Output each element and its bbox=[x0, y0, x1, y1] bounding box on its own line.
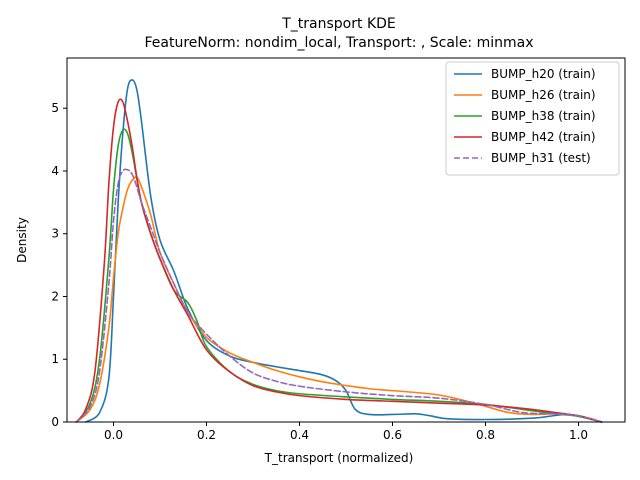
series-line-1 bbox=[84, 79, 603, 423]
series-line-4 bbox=[75, 98, 603, 423]
legend-label-4: BUMP_h42 (train) bbox=[491, 130, 596, 144]
x-tick-label: 0.0 bbox=[104, 428, 123, 442]
chart-subtitle: FeatureNorm: nondim_local, Transport: , … bbox=[145, 35, 534, 51]
x-tick-label: 0.8 bbox=[476, 428, 495, 442]
legend-box bbox=[445, 61, 620, 176]
y-tick-label: 5 bbox=[51, 101, 59, 115]
series-line-5 bbox=[75, 168, 603, 423]
series-line-3 bbox=[75, 128, 603, 423]
legend: BUMP_h20 (train) BUMP_h26 (train) BUMP_h38… bbox=[445, 61, 620, 176]
x-tick-label: 1.0 bbox=[569, 428, 588, 442]
y-tick-label: 0 bbox=[51, 415, 59, 429]
plot-series-group bbox=[75, 79, 603, 423]
y-tick-label: 3 bbox=[51, 227, 59, 241]
chart-title: T_transport KDE bbox=[281, 16, 396, 32]
x-axis-label: T_transport (normalized) bbox=[264, 451, 414, 465]
y-tick-label: 1 bbox=[51, 352, 59, 366]
x-tick-label: 0.2 bbox=[197, 428, 216, 442]
legend-label-3: BUMP_h38 (train) bbox=[491, 109, 596, 123]
legend-label-1: BUMP_h20 (train) bbox=[491, 67, 596, 81]
y-tick-label: 2 bbox=[51, 289, 59, 303]
legend-label-2: BUMP_h26 (train) bbox=[491, 88, 596, 102]
y-axis-label: Density bbox=[15, 217, 29, 263]
y-tick-label: 4 bbox=[51, 164, 59, 178]
x-axis-ticks: 0.0 0.2 0.4 0.6 0.8 1.0 bbox=[104, 422, 588, 442]
y-axis-ticks: 0 1 2 3 4 5 bbox=[51, 101, 67, 429]
x-tick-label: 0.6 bbox=[383, 428, 402, 442]
legend-label-5: BUMP_h31 (test) bbox=[491, 151, 591, 165]
plot-frame bbox=[66, 57, 626, 423]
x-tick-label: 0.4 bbox=[290, 428, 309, 442]
